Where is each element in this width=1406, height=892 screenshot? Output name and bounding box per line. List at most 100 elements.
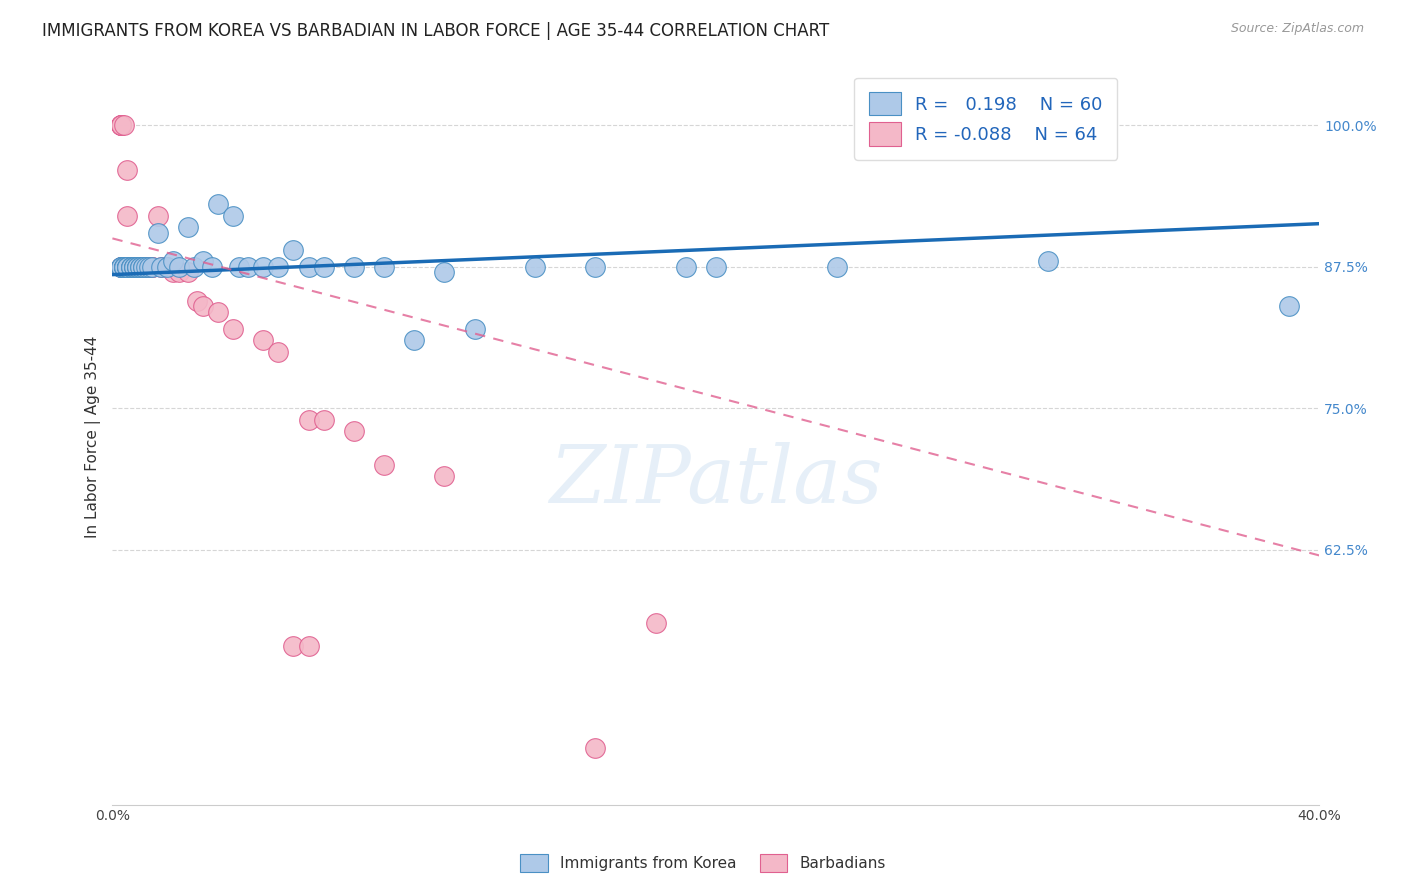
Point	[149, 260, 172, 274]
Point	[110, 260, 132, 274]
Point	[177, 265, 200, 279]
Point	[252, 260, 274, 274]
Point	[114, 260, 136, 274]
Point	[120, 260, 142, 274]
Point	[297, 260, 319, 274]
Point	[117, 260, 139, 274]
Point	[191, 299, 214, 313]
Point	[117, 209, 139, 223]
Text: Source: ZipAtlas.com: Source: ZipAtlas.com	[1230, 22, 1364, 36]
Point	[343, 260, 366, 274]
Point	[1036, 254, 1059, 268]
Y-axis label: In Labor Force | Age 35-44: In Labor Force | Age 35-44	[86, 335, 101, 538]
Point	[128, 260, 150, 274]
Point	[114, 260, 136, 274]
Point	[125, 260, 148, 274]
Point	[297, 639, 319, 653]
Point	[120, 260, 142, 274]
Point	[283, 639, 305, 653]
Point	[373, 458, 395, 472]
Point	[312, 412, 335, 426]
Point	[141, 260, 163, 274]
Legend: Immigrants from Korea, Barbadians: Immigrants from Korea, Barbadians	[513, 846, 893, 880]
Point	[146, 226, 169, 240]
Point	[222, 209, 245, 223]
Point	[183, 260, 205, 274]
Legend: R =   0.198    N = 60, R = -0.088    N = 64: R = 0.198 N = 60, R = -0.088 N = 64	[853, 78, 1118, 160]
Point	[114, 260, 136, 274]
Point	[110, 118, 132, 132]
Point	[297, 412, 319, 426]
Point	[135, 260, 157, 274]
Point	[110, 260, 132, 274]
Point	[131, 260, 153, 274]
Point	[122, 260, 145, 274]
Point	[117, 260, 139, 274]
Point	[120, 260, 142, 274]
Point	[238, 260, 260, 274]
Point	[207, 305, 229, 319]
Point	[141, 260, 163, 274]
Point	[228, 260, 250, 274]
Point	[156, 260, 179, 274]
Point	[131, 260, 153, 274]
Point	[644, 616, 666, 631]
Point	[156, 260, 179, 274]
Point	[141, 260, 163, 274]
Point	[114, 118, 136, 132]
Point	[267, 260, 290, 274]
Point	[110, 118, 132, 132]
Point	[523, 260, 546, 274]
Point	[207, 197, 229, 211]
Point	[825, 260, 848, 274]
Point	[128, 260, 150, 274]
Point	[110, 260, 132, 274]
Point	[128, 260, 150, 274]
Text: IMMIGRANTS FROM KOREA VS BARBADIAN IN LABOR FORCE | AGE 35-44 CORRELATION CHART: IMMIGRANTS FROM KOREA VS BARBADIAN IN LA…	[42, 22, 830, 40]
Point	[117, 260, 139, 274]
Point	[120, 260, 142, 274]
Point	[114, 260, 136, 274]
Point	[131, 260, 153, 274]
Point	[131, 260, 153, 274]
Point	[1278, 299, 1301, 313]
Point	[191, 254, 214, 268]
Point	[463, 322, 485, 336]
Point	[117, 260, 139, 274]
Text: ZIPatlas: ZIPatlas	[550, 442, 883, 519]
Point	[110, 260, 132, 274]
Point	[222, 322, 245, 336]
Point	[162, 265, 184, 279]
Point	[122, 260, 145, 274]
Point	[186, 293, 208, 308]
Point	[120, 260, 142, 274]
Point	[125, 260, 148, 274]
Point	[122, 260, 145, 274]
Point	[122, 260, 145, 274]
Point	[373, 260, 395, 274]
Point	[131, 260, 153, 274]
Point	[283, 243, 305, 257]
Point	[117, 260, 139, 274]
Point	[114, 260, 136, 274]
Point	[114, 260, 136, 274]
Point	[138, 260, 160, 274]
Point	[117, 260, 139, 274]
Point	[117, 163, 139, 178]
Point	[117, 260, 139, 274]
Point	[114, 260, 136, 274]
Point	[177, 220, 200, 235]
Point	[122, 260, 145, 274]
Point	[114, 260, 136, 274]
Point	[114, 260, 136, 274]
Point	[146, 209, 169, 223]
Point	[167, 260, 190, 274]
Point	[343, 424, 366, 438]
Point	[201, 260, 224, 274]
Point	[433, 265, 456, 279]
Point	[583, 260, 606, 274]
Point	[117, 260, 139, 274]
Point	[117, 260, 139, 274]
Point	[110, 260, 132, 274]
Point	[110, 118, 132, 132]
